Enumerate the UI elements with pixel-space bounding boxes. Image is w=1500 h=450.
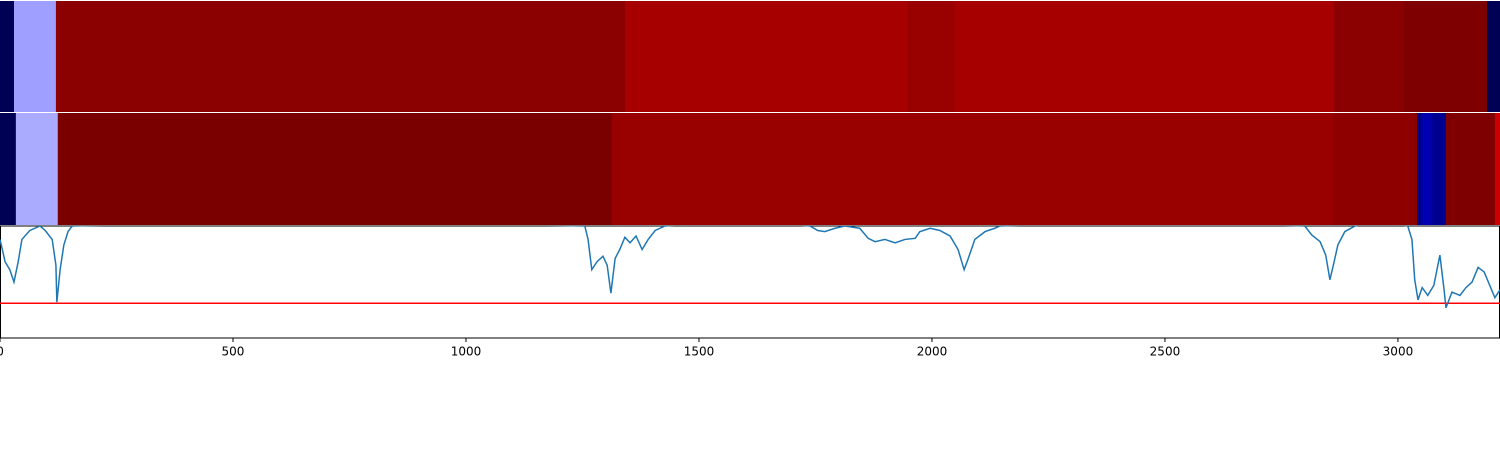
heatmap-segment bbox=[1494, 113, 1500, 225]
x-tick-label: 2500 bbox=[1150, 345, 1181, 359]
x-tick-label: 2000 bbox=[917, 345, 948, 359]
heatmap-segment bbox=[0, 113, 17, 225]
heatmap-segment bbox=[0, 1, 15, 112]
plot-area bbox=[0, 225, 1500, 339]
heatmap-segment bbox=[1417, 113, 1423, 225]
data-line bbox=[0, 226, 1500, 309]
heatmap-segment bbox=[954, 1, 1335, 112]
heatmap-segment bbox=[55, 1, 626, 112]
heatmap-segment bbox=[15, 113, 59, 225]
heatmap-segment bbox=[624, 1, 909, 112]
x-tick-label: 1000 bbox=[451, 345, 482, 359]
heatmap-segment bbox=[611, 113, 1334, 225]
x-tick-label: 0 bbox=[0, 345, 4, 359]
x-tick-label: 1500 bbox=[684, 345, 715, 359]
heatmap-segment bbox=[1333, 113, 1418, 225]
plot-clip bbox=[0, 226, 1500, 309]
heatmap-segment bbox=[57, 113, 613, 225]
heatmap-segment bbox=[1445, 113, 1496, 225]
heatmap-segment bbox=[1431, 113, 1447, 225]
heatmap-segment bbox=[13, 1, 57, 112]
heatmap-segment bbox=[907, 1, 956, 112]
heatmap-segment bbox=[1422, 113, 1433, 225]
heatmap-segment bbox=[1486, 1, 1500, 112]
heatmap-segment bbox=[1404, 1, 1488, 112]
heatmap-segment bbox=[1334, 1, 1405, 112]
x-tick-label: 3000 bbox=[1383, 345, 1414, 359]
x-tick-label: 500 bbox=[222, 345, 245, 359]
